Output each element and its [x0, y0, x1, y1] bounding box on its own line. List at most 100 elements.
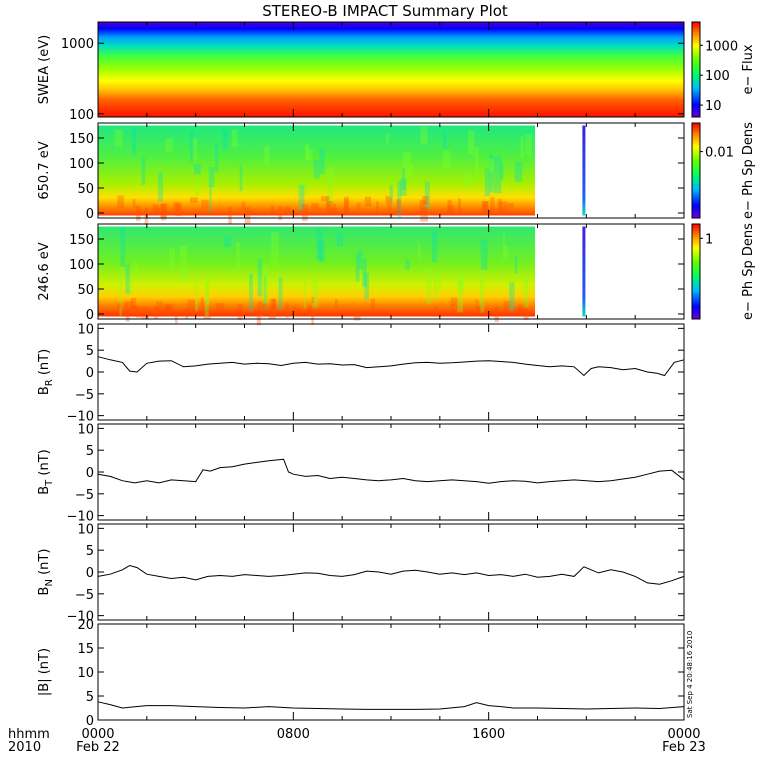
pad650-texture — [231, 129, 238, 148]
bt-ytick-label: 10 — [77, 422, 94, 437]
pad650-texture — [399, 178, 407, 196]
br-ytick-label: 0 — [86, 366, 94, 381]
pad650-texture — [387, 196, 392, 211]
pad246-texture — [307, 305, 311, 316]
bmag-frame — [97, 623, 685, 721]
pad650-texture — [135, 205, 141, 221]
pad650-texture — [442, 150, 451, 168]
pad246-texture — [206, 278, 209, 305]
pad246-texture — [141, 307, 149, 320]
pad246-texture — [450, 297, 458, 307]
time-tick-label: 1600 — [472, 727, 505, 742]
pad246-texture — [271, 232, 279, 268]
pad650-texture — [201, 199, 209, 209]
time-axis-label-top: hhmm — [8, 727, 50, 742]
pad246-texture — [523, 275, 529, 308]
pad650-texture — [175, 203, 182, 217]
pad246-texture — [503, 301, 510, 312]
pad246-texture — [334, 299, 338, 309]
panel-pad650: 0.01 e− Ph Sp Dens 0 50 100 150 650.7 eV — [37, 122, 756, 225]
pad246-texture — [268, 305, 277, 319]
pad650-texture — [499, 201, 507, 215]
pad246-ytick-label: 50 — [77, 283, 94, 298]
pad650-texture — [222, 129, 228, 150]
pad650-texture — [493, 156, 502, 194]
pad650-texture — [447, 205, 454, 213]
pad650-texture — [313, 160, 320, 179]
pad246-texture — [125, 308, 132, 315]
pad246-texture — [431, 231, 438, 263]
pad246-texture — [364, 272, 369, 300]
panel-bn: −10 −5 0 5 10 BN (nT) — [37, 522, 685, 625]
pad650-texture — [376, 201, 379, 215]
br-ylabel: BR (nT) — [37, 349, 55, 395]
pad246-texture — [311, 296, 315, 303]
time-tick-label: 0000 — [81, 727, 114, 742]
pad246-texture — [509, 282, 515, 312]
pad650-texture — [484, 168, 490, 197]
bt-ytick-label: −5 — [75, 488, 94, 503]
pad246-texture — [405, 258, 410, 270]
bn-ytick-label: −10 — [67, 610, 94, 625]
panel-pad246: 1 e− Ph Sp Dens 0 50 100 150 246.6 eV — [37, 223, 756, 326]
pad246-texture — [479, 274, 485, 313]
pad246-texture — [523, 308, 529, 320]
pad246-texture — [262, 303, 267, 310]
pad246-texture — [125, 308, 130, 322]
pad650-texture — [152, 204, 160, 215]
pad650-texture — [424, 181, 430, 210]
pad246-texture — [434, 270, 438, 301]
br-trace — [97, 356, 685, 377]
pad246-texture — [187, 299, 196, 312]
pad246-texture — [128, 279, 133, 295]
bmag-ytick-label: 0 — [86, 714, 94, 729]
pad246-texture — [248, 273, 253, 312]
pad246-texture — [353, 309, 361, 321]
swea-colorbar-tick-label: 100 — [705, 69, 730, 84]
pad650-texture — [419, 199, 426, 213]
pad650-texture — [278, 205, 283, 221]
pad650-ytick-label: 0 — [86, 207, 94, 222]
pad246-texture — [133, 306, 138, 314]
pad246-texture — [200, 297, 204, 312]
pad650-texture — [514, 162, 523, 182]
pad246-ylabel: 246.6 eV — [37, 242, 52, 300]
pad650-colorbar-label: e− Ph Sp Dens — [741, 122, 756, 219]
pad650-ylabel: 650.7 eV — [37, 141, 52, 199]
pad246-ytick-label: 0 — [86, 308, 94, 323]
bmag-ytick-label: 20 — [77, 618, 94, 633]
swea-colorbar-tick-label: 1000 — [705, 39, 738, 54]
pad650-texture — [190, 197, 198, 203]
pad650-texture — [306, 149, 313, 161]
pad650-texture — [131, 129, 137, 155]
br-ytick-label: 10 — [77, 322, 94, 337]
pad650-texture — [241, 201, 246, 211]
bt-trace — [97, 458, 685, 484]
bn-ytick-label: −5 — [75, 588, 94, 603]
pad650-texture — [506, 202, 514, 209]
pad246-texture — [292, 306, 297, 317]
pad650-texture — [344, 199, 349, 216]
pad650-texture — [304, 144, 310, 160]
pad246-texture — [123, 301, 129, 317]
pad246-texture — [156, 301, 163, 315]
pad246-texture — [355, 253, 360, 282]
pad650-texture — [326, 196, 330, 212]
pad650-texture — [327, 167, 334, 204]
time-tick-date: Feb 22 — [76, 740, 120, 755]
time-tick-date: Feb 23 — [662, 740, 706, 755]
pad650-texture — [467, 130, 475, 155]
panel-bmag: 0 5 10 15 20 |B| (nT) — [37, 618, 685, 729]
pad246-texture — [523, 303, 527, 310]
panel-br: −10 −5 0 5 10 BR (nT) — [37, 322, 685, 425]
pad246-texture — [130, 297, 136, 308]
swea-ytick-label: 100 — [69, 108, 94, 123]
pad246-texture — [503, 246, 509, 257]
pad650-texture — [158, 172, 163, 202]
pad650-colorbar-tick-label: 0.01 — [705, 146, 734, 161]
bmag-ytick-label: 5 — [86, 690, 94, 705]
br-ytick-label: −5 — [75, 388, 94, 403]
pad246-texture — [417, 242, 421, 260]
